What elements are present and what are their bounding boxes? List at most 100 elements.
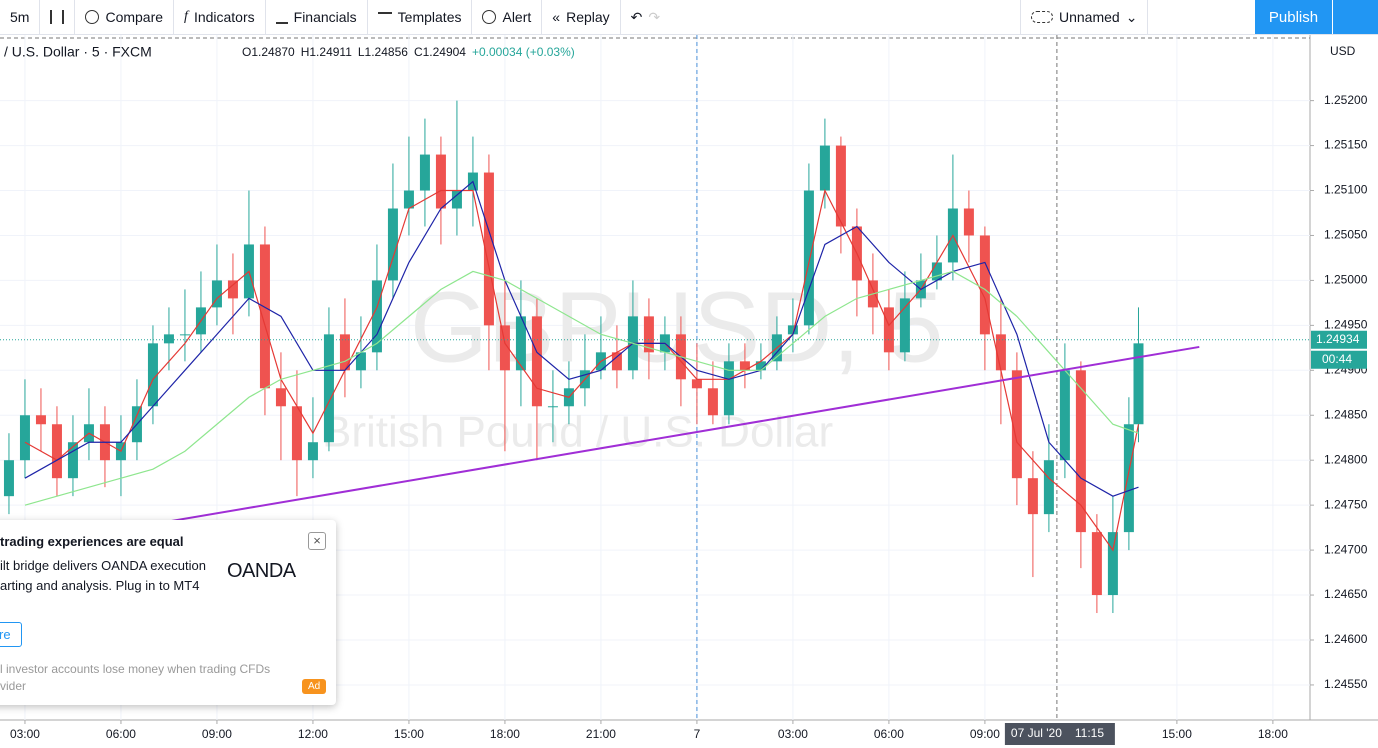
candle-body <box>371 280 382 353</box>
candle-body <box>483 172 494 326</box>
ad-disclaimer: vider <box>0 679 27 693</box>
price-axis <box>1310 35 1378 748</box>
templates[interactable]: Templates <box>368 0 473 34</box>
financials[interactable]: Financials <box>266 0 368 34</box>
x-tick-label: 09:00 <box>970 727 1000 741</box>
y-tick-label: 1.25200 <box>1324 93 1368 107</box>
candle-body <box>547 406 558 408</box>
candle-body <box>19 415 30 461</box>
play-button[interactable] <box>1333 0 1378 34</box>
legend-value: L1.24856 <box>358 45 408 59</box>
y-tick-label: 1.24800 <box>1324 452 1368 466</box>
legend-value: H1.24911 <box>301 45 352 59</box>
y-tick-label: 1.25100 <box>1324 183 1368 197</box>
ad-title: trading experiences are equal <box>0 534 184 549</box>
watermark-sub: British Pound / U.S. Dollar <box>322 408 833 457</box>
candle-body <box>1011 370 1022 479</box>
interval[interactable]: 5m <box>0 0 41 34</box>
candle-body <box>1107 532 1118 596</box>
candle-body <box>1091 532 1102 596</box>
layout[interactable]: Unnamed ⌄ <box>1020 0 1149 34</box>
toolbar: 5m Compare f Indicators Financials Templa… <box>0 0 1378 35</box>
y-tick-label: 1.24700 <box>1324 542 1368 556</box>
currency: USD <box>1330 44 1356 58</box>
candle-body <box>643 316 654 353</box>
candle-body <box>435 154 446 209</box>
candle-body <box>179 334 190 336</box>
x-tick-label: 18:00 <box>490 727 520 741</box>
candle-body <box>451 190 462 209</box>
price-label-bg <box>1311 330 1367 349</box>
candle-body <box>1075 370 1086 533</box>
candle-body <box>755 361 766 371</box>
candle-body <box>1027 478 1038 515</box>
legend-value: +0.00034 (+0.03%) <box>472 45 575 59</box>
chart: GBPUSD, 5 British Pound / U.S. Dollar / … <box>0 35 1378 748</box>
undo[interactable]: ↶ ↷ <box>630 8 661 25</box>
indicators[interactable]: f Indicators <box>174 0 266 34</box>
y-tick-label: 1.25150 <box>1324 138 1368 152</box>
symbol: / U.S. Dollar · 5 · FXCM <box>4 44 152 60</box>
y-tick-label: 1.24850 <box>1324 407 1368 421</box>
legend-value: O1.24870 <box>242 45 295 59</box>
candle-body <box>819 145 830 191</box>
candle-body <box>323 334 334 443</box>
countdown-bg <box>1311 350 1367 369</box>
candle-body <box>307 442 318 461</box>
alert[interactable]: Alert <box>472 0 543 34</box>
crosshair-time: 11:15 <box>1075 726 1104 740</box>
candle-body <box>531 316 542 407</box>
candle-body <box>259 244 270 389</box>
ad-text: ilt bridge delivers OANDA execution <box>0 558 206 573</box>
candle-body <box>1123 424 1134 533</box>
moving-average <box>24 270 1139 506</box>
compare[interactable]: Compare <box>75 0 175 34</box>
chart-type[interactable] <box>40 0 76 34</box>
candle-body <box>227 280 238 299</box>
trendline <box>0 345 1200 552</box>
candle-body <box>3 460 14 497</box>
ad-disclaimer: l investor accounts lose money when trad… <box>0 662 271 676</box>
candle-body <box>147 343 158 407</box>
legend: O1.24870 H1.24911 L1.24856 C1.24904 +0.00034… <box>242 45 575 59</box>
candle-body <box>739 361 750 371</box>
y-tick-label: 1.24650 <box>1324 587 1368 601</box>
replay[interactable]: «Replay <box>542 0 621 34</box>
x-tick-label: 12:00 <box>298 727 328 741</box>
publish-button[interactable]: Publish <box>1255 0 1332 34</box>
ad-text: arting and analysis. Plug in to MT4 <box>0 578 200 593</box>
candle-body <box>163 334 174 344</box>
legend-value: C1.24904 <box>414 45 466 59</box>
candle-body <box>51 424 62 479</box>
current-price-label: 1.24934 <box>1316 332 1360 346</box>
countdown: 00:44 <box>1322 352 1352 366</box>
ad-close[interactable]: × <box>308 532 326 550</box>
ad-badge: Ad <box>302 679 327 694</box>
y-tick-label: 1.24600 <box>1324 632 1368 646</box>
candle-body <box>1059 370 1070 461</box>
x-tick-label: 15:00 <box>394 727 424 741</box>
ad-card: trading experiences are equal ilt bridge… <box>0 520 336 705</box>
candle-body <box>419 154 430 191</box>
candle-body <box>387 208 398 281</box>
candle-body <box>787 325 798 335</box>
candle-body <box>931 262 942 281</box>
candle-body <box>275 388 286 407</box>
candle-body <box>835 145 846 227</box>
candle-body <box>355 352 366 371</box>
x-tick-label: 09:00 <box>202 727 232 741</box>
candle-body <box>291 406 302 461</box>
date-label-bg <box>1004 723 1115 745</box>
candle-body <box>883 307 894 353</box>
moving-average <box>24 180 1139 497</box>
y-tick-label: 1.24750 <box>1324 497 1368 511</box>
x-tick-label: 03:00 <box>10 727 40 741</box>
candle-body <box>707 388 718 416</box>
x-tick-label: 06:00 <box>874 727 904 741</box>
candle-body <box>979 235 990 335</box>
candle-body <box>211 280 222 308</box>
y-tick-label: 1.24550 <box>1324 677 1368 691</box>
candle-body <box>1043 460 1054 515</box>
ad-button[interactable]: re <box>0 622 22 647</box>
